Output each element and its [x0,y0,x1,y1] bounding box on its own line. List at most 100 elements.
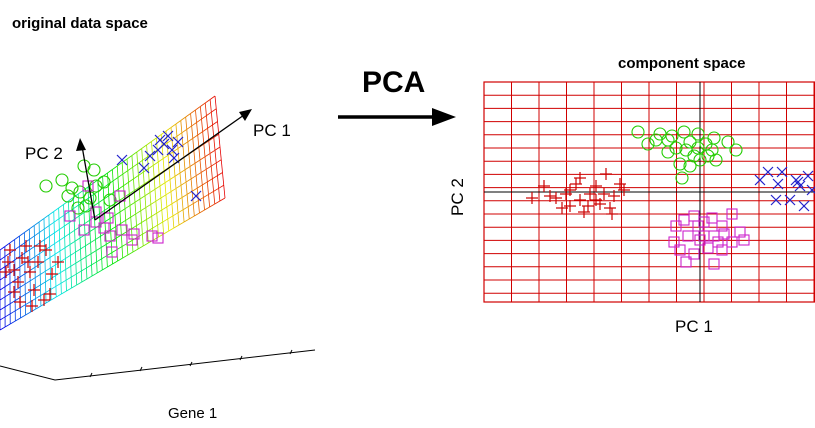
cross-marker [762,166,774,178]
cross-marker [770,194,782,206]
cross-marker [798,200,810,212]
pc1-axis-label: PC 1 [675,317,713,336]
square-marker [126,234,138,246]
square-marker [688,210,700,222]
left-scatter-points [0,130,202,312]
circle-marker [691,127,705,141]
circle-marker [61,189,75,203]
square-marker [78,224,90,236]
plus-marker [560,188,572,200]
cross-marker [792,176,804,188]
plus-marker [52,256,64,268]
pc2-vector-label: PC 2 [25,144,63,163]
plus-marker [556,202,568,214]
circle-marker [661,145,675,159]
square-marker [712,236,724,248]
square-marker [98,222,110,234]
right-scatter-points [526,125,815,270]
circle-marker [669,141,683,155]
plus-marker [24,266,36,278]
arrow-right-icon [338,108,456,126]
circle-marker [721,135,735,149]
circle-marker [65,181,79,195]
plus-marker [606,208,618,220]
cross-marker [776,166,788,178]
plus-marker [564,200,576,212]
circle-marker [677,125,691,139]
square-marker [694,234,706,246]
plus-marker [618,184,630,196]
circle-marker [103,193,117,207]
cross-marker [784,194,796,206]
square-marker [128,228,140,240]
plus-marker [2,256,14,268]
square-marker [718,228,730,240]
cross-marker [794,180,806,192]
circle-marker [97,175,111,189]
square-marker [716,244,728,256]
square-marker [708,230,720,242]
square-marker [738,234,750,246]
circle-marker [71,201,85,215]
circle-marker [631,125,645,139]
pc2-axis-label: PC 2 [448,178,467,216]
circle-marker [665,129,679,143]
cross-marker [806,184,815,196]
square-marker [116,224,128,236]
plus-marker [46,268,58,280]
square-marker [726,208,738,220]
plus-marker [8,264,20,276]
pc1-vector-label: PC 1 [253,121,291,140]
circle-marker [641,137,655,151]
plus-marker [590,180,602,192]
square-marker [90,206,102,218]
square-marker [692,220,704,232]
square-marker [152,232,164,244]
cross-marker [772,178,784,190]
arrow-head-icon [76,138,86,151]
pca-label: PCA [362,66,425,99]
circle-marker [649,133,663,147]
square-marker [706,212,718,224]
right-panel-title: component space [618,55,746,72]
plus-marker [8,286,20,298]
square-marker [726,236,738,248]
plus-marker [20,240,32,252]
component-axes [484,82,815,302]
square-marker [688,248,700,260]
circle-marker [679,143,693,157]
pc1-vector [94,109,252,221]
square-marker [698,230,710,242]
plus-marker [544,190,556,202]
arrow-head-icon [239,109,252,121]
circle-marker [89,179,103,193]
circle-marker [87,163,101,177]
circle-marker [673,157,687,171]
square-marker [716,220,728,232]
circle-marker [675,171,689,185]
square-marker [734,226,746,238]
plus-marker [0,266,12,278]
circle-marker [701,149,715,163]
circle-marker [39,179,53,193]
cross-marker [138,162,150,174]
plus-marker [600,168,612,180]
pc2-vector [76,138,96,221]
plus-marker [574,194,586,206]
circle-marker [707,131,721,145]
plus-marker [22,256,34,268]
plus-marker [582,200,594,212]
cross-marker [144,150,156,162]
square-marker [104,230,116,242]
cross-marker [162,130,174,142]
square-marker [670,220,682,232]
gene1-axis-label: Gene 1 [168,405,217,422]
plus-marker [12,276,24,288]
circle-marker [55,173,69,187]
plus-marker [584,188,596,200]
plus-marker [4,244,16,256]
plus-marker [526,192,538,204]
plus-marker [28,284,40,296]
